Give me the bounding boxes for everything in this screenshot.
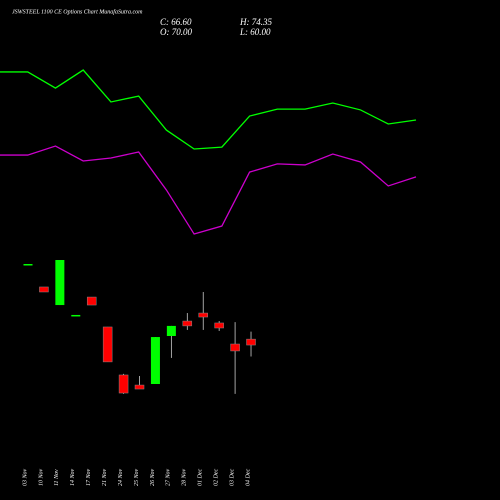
line-series — [0, 69, 417, 150]
line-series — [0, 145, 417, 235]
x-tick-label: 24 Nov — [117, 468, 124, 486]
close-label: C: 66.60 — [160, 17, 192, 27]
x-tick-label: 25 Nov — [134, 468, 140, 486]
candle-body — [39, 286, 49, 293]
candle-body — [102, 326, 113, 363]
x-tick-label: 21 Nov — [102, 468, 108, 486]
open-label: O: 70.00 — [160, 27, 192, 37]
chart-title: JSWSTEEL 1100 CE Options Chart MunafaSut… — [12, 8, 143, 15]
low-label: L: 60.00 — [239, 27, 271, 37]
high-label: H: 74.35 — [239, 17, 272, 27]
candle-body — [134, 384, 145, 390]
x-tick-label: 17 Nov — [86, 468, 92, 486]
x-tick-label: 27 Nov — [166, 468, 172, 486]
candle-body — [230, 343, 240, 352]
candle-body — [182, 320, 193, 327]
x-tick-label: 03 Nov — [22, 468, 28, 486]
x-tick-label: 03 Dec — [229, 469, 235, 486]
x-tick-label: 10 Nov — [38, 468, 44, 486]
candle-body — [214, 322, 224, 329]
x-tick-label: 26 Nov — [150, 468, 156, 486]
x-tick-label: 11 Nov — [54, 469, 60, 486]
x-tick-label: 14 Nov — [69, 468, 76, 486]
x-tick-label: 01 Dec — [198, 469, 204, 486]
candle-body — [198, 312, 208, 318]
candle-body — [55, 260, 65, 306]
x-tick-label: 02 Dec — [214, 469, 220, 486]
x-tick-label: 04 Dec — [244, 469, 251, 486]
candle-body — [166, 325, 176, 336]
candle-body — [246, 338, 256, 346]
candle-body — [150, 337, 160, 384]
candle-body — [23, 264, 33, 266]
candle-body — [118, 374, 129, 394]
candle-body — [86, 296, 97, 306]
x-tick-label: 28 Nov — [182, 468, 188, 486]
candle-body — [71, 314, 81, 317]
